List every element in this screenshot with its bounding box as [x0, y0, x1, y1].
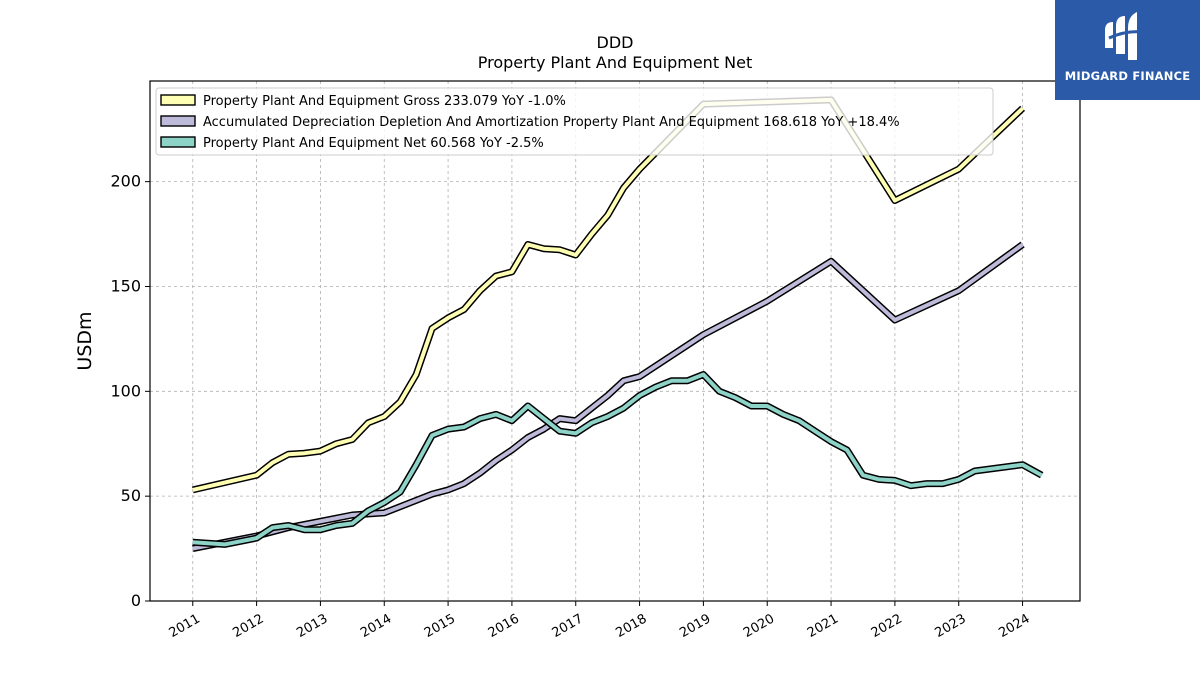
y-tick-label: 50	[121, 486, 141, 505]
midgard-logo-icon	[1105, 12, 1146, 60]
legend-label: Property Plant And Equipment Net 60.568 …	[203, 136, 544, 151]
y-axis-label: USDm	[74, 311, 96, 370]
legend-swatch	[160, 94, 196, 106]
series-line-1	[192, 97, 1024, 492]
x-tick-label: 2021	[805, 611, 841, 641]
legend: Property Plant And Equipment Gross 233.0…	[155, 87, 994, 156]
x-tick-label: 2023	[933, 611, 969, 641]
series-line-3	[192, 372, 1043, 547]
brand-logo: MIDGARD FINANCE	[1055, 0, 1200, 100]
series-line-outline	[192, 96, 1026, 494]
x-tick-label: 2017	[550, 611, 586, 641]
x-tick-label: 2011	[167, 611, 203, 641]
plot-frame	[149, 80, 1081, 602]
chart-title: DDD	[597, 33, 634, 52]
logo-text: MIDGARD FINANCE	[1064, 69, 1191, 83]
x-tick-label: 2019	[677, 611, 713, 641]
grid-layer	[150, 81, 1080, 601]
legend-label: Accumulated Depreciation Depletion And A…	[203, 115, 900, 130]
x-tick-label: 2014	[358, 611, 394, 641]
chart-subtitle: Property Plant And Equipment Net	[478, 53, 753, 72]
x-tick-label: 2015	[422, 611, 458, 641]
x-tick-label: 2016	[486, 611, 522, 641]
tick-layer: 0 50 100 150 200 2011 2012 2013 2014 2015 2016 2017…	[110, 172, 1032, 641]
legend-label: Property Plant And Equipment Gross 233.0…	[203, 94, 566, 109]
y-tick-label: 150	[110, 276, 141, 295]
y-tick-label: 100	[110, 381, 141, 400]
x-tick-label: 2013	[294, 611, 330, 641]
y-tick-label: 0	[131, 591, 141, 610]
x-tick-label: 2022	[869, 611, 905, 641]
x-tick-label: 2024	[996, 611, 1032, 641]
legend-box	[155, 87, 994, 156]
series-line-2	[192, 242, 1024, 551]
y-tick-label: 200	[110, 172, 141, 191]
x-tick-label: 2012	[230, 611, 266, 641]
x-tick-label: 2018	[613, 611, 649, 641]
legend-swatch	[160, 115, 196, 127]
legend-swatch	[160, 136, 196, 148]
x-tick-label: 2020	[741, 611, 777, 641]
